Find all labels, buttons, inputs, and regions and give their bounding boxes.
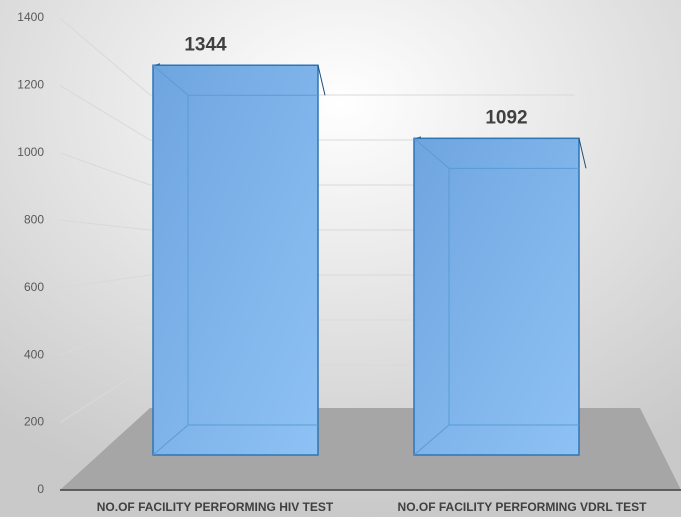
bar-edge bbox=[152, 424, 318, 456]
y-tick-label: 1200 bbox=[17, 78, 44, 92]
bar-edge bbox=[578, 138, 587, 169]
y-tick-label: 200 bbox=[24, 415, 44, 429]
grid-line bbox=[59, 17, 575, 96]
value-label: 1092 bbox=[485, 107, 527, 128]
y-tick-label: 1000 bbox=[17, 145, 44, 159]
bar bbox=[413, 137, 580, 456]
x-tick-label: NO.OF FACILITY PERFORMING HIV TEST bbox=[97, 500, 334, 514]
y-tick-label: 600 bbox=[24, 280, 44, 294]
bar-edge bbox=[317, 65, 326, 96]
y-tick-label: 800 bbox=[24, 212, 44, 226]
y-tick-label: 0 bbox=[37, 482, 44, 496]
y-tick-label: 400 bbox=[24, 347, 44, 361]
x-tick-label: NO.OF FACILITY PERFORMING VDRL TEST bbox=[398, 500, 648, 514]
y-tick-label: 1400 bbox=[17, 10, 44, 24]
value-label: 1344 bbox=[184, 34, 227, 55]
bar-edge bbox=[413, 424, 579, 456]
bar bbox=[152, 64, 319, 456]
